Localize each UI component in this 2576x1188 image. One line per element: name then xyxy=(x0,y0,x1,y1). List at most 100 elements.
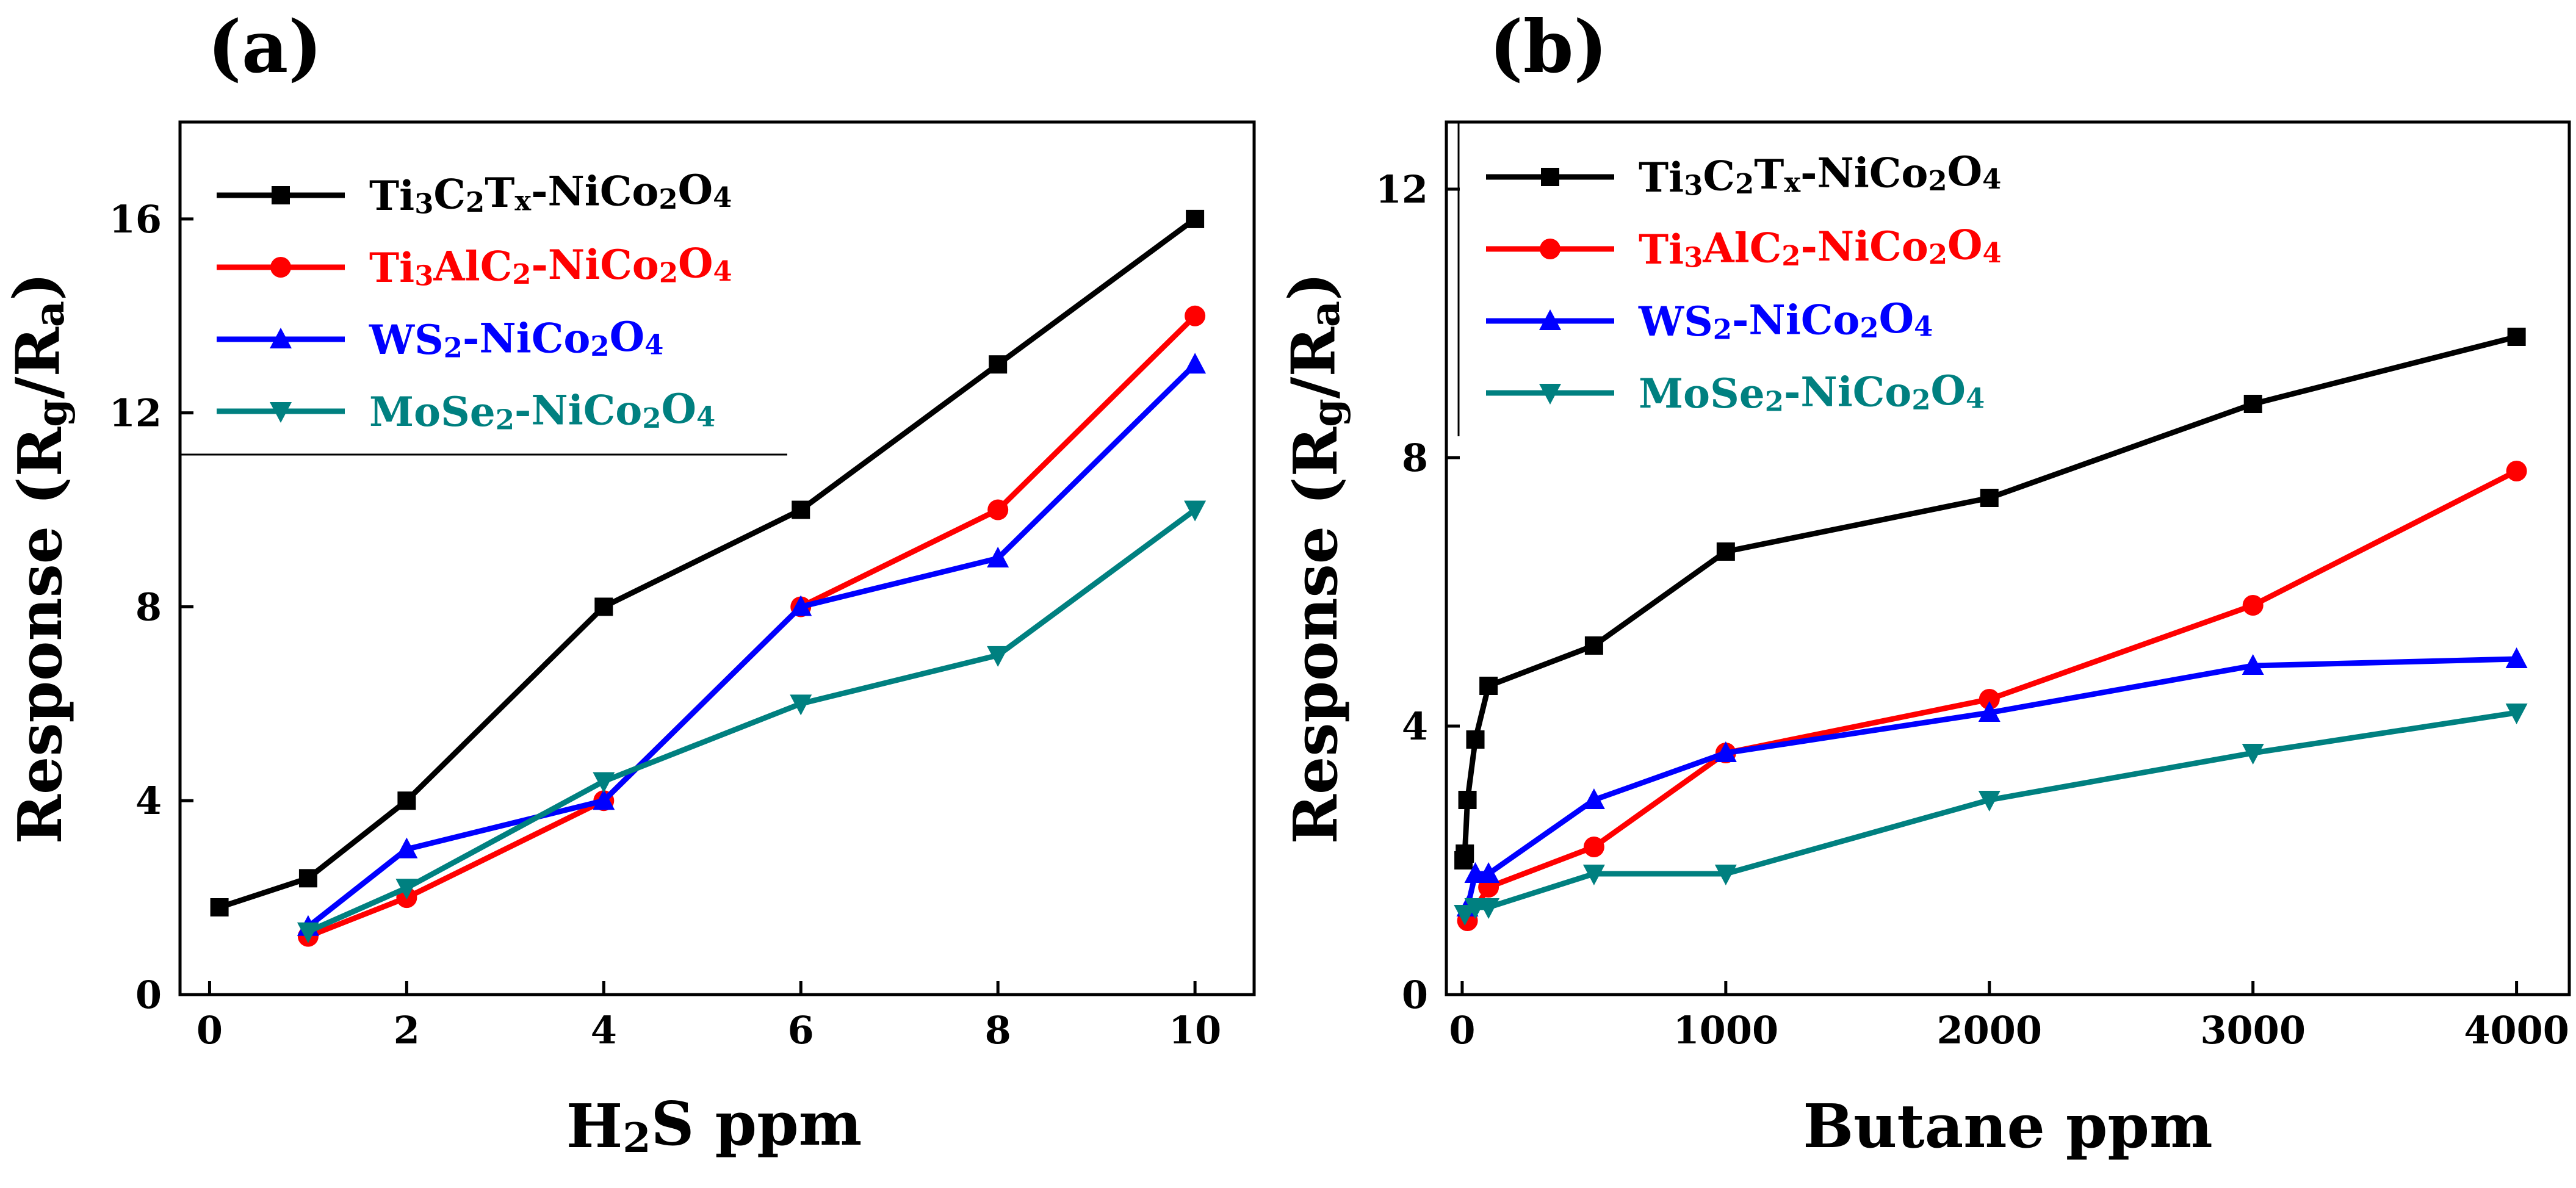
legend-label: WS2-NiCo2O4 xyxy=(369,313,663,364)
series-b-2 xyxy=(1456,647,2528,916)
data-point xyxy=(1980,489,1999,507)
x-tick-label: 8 xyxy=(985,1008,1011,1053)
data-point xyxy=(1477,862,1500,883)
legend-label: MoSe2-NiCo2O4 xyxy=(369,385,715,436)
y-tick-label: 12 xyxy=(109,391,162,436)
legend-marker xyxy=(1541,168,1559,186)
data-point xyxy=(593,789,615,810)
data-point xyxy=(1184,353,1207,374)
data-point xyxy=(2242,595,2264,616)
data-point xyxy=(1185,305,1206,326)
data-point xyxy=(395,837,418,859)
y-axis-title: Response (Rg/Ra) xyxy=(1276,273,1351,844)
legend-label: Ti3C2Tx-NiCo2O4 xyxy=(369,166,732,220)
x-axis-title: Butane ppm xyxy=(1803,1092,2212,1162)
legend-marker xyxy=(272,186,290,204)
y-tick-label: 12 xyxy=(1376,167,1428,212)
data-point xyxy=(1466,730,1485,749)
data-point xyxy=(1583,837,1604,857)
plot-frame xyxy=(1445,120,2571,996)
data-point xyxy=(1978,701,2001,722)
panel-label-b: (b) xyxy=(1489,4,1607,89)
data-point xyxy=(593,772,615,793)
data-point xyxy=(1186,209,1205,228)
legend-marker xyxy=(270,257,291,278)
data-point xyxy=(1716,542,1735,561)
data-point xyxy=(1582,865,1605,885)
x-tick-label: 0 xyxy=(1449,1008,1475,1053)
data-point xyxy=(397,791,416,810)
data-point xyxy=(2506,461,2527,481)
legend-label: WS2-NiCo2O4 xyxy=(1638,295,1933,345)
data-point xyxy=(790,595,812,616)
data-point xyxy=(987,646,1009,667)
data-point xyxy=(395,879,418,900)
x-tick-label: 4 xyxy=(591,1008,617,1053)
y-axis-title: Response (Rg/Ra) xyxy=(1,273,76,844)
data-point xyxy=(1454,905,1476,926)
data-point xyxy=(1477,898,1500,919)
data-point xyxy=(2242,654,2264,675)
series-a-0 xyxy=(210,209,1205,916)
x-tick-label: 3000 xyxy=(2200,1008,2306,1053)
y-tick-label: 8 xyxy=(1402,436,1428,480)
x-tick-label: 10 xyxy=(1169,1008,1221,1053)
legend-marker xyxy=(270,402,292,423)
data-point xyxy=(1979,689,2000,710)
data-point xyxy=(1184,500,1207,522)
legend-label: MoSe2-NiCo2O4 xyxy=(1639,367,1985,417)
series-a-3 xyxy=(297,500,1207,943)
panel-label-a: (a) xyxy=(207,4,322,89)
data-point xyxy=(1458,791,1477,809)
legend-marker xyxy=(1540,239,1560,259)
data-point xyxy=(2243,395,2262,413)
series-line xyxy=(1460,334,2517,861)
y-tick-label: 4 xyxy=(135,779,162,823)
x-tick-label: 2000 xyxy=(1936,1008,2042,1053)
data-point xyxy=(989,355,1008,374)
x-tick-label: 6 xyxy=(788,1008,814,1053)
legend-marker xyxy=(1539,309,1561,330)
data-point xyxy=(792,500,810,519)
data-point xyxy=(1582,788,1605,809)
y-tick-label: 0 xyxy=(135,973,162,1017)
data-point xyxy=(2505,704,2528,724)
data-point xyxy=(297,922,319,943)
data-point xyxy=(790,694,812,716)
data-point xyxy=(210,898,229,916)
data-point xyxy=(1714,865,1737,885)
data-point xyxy=(2242,744,2264,765)
legend-label: Ti3AlC2-NiCo2O4 xyxy=(369,239,732,292)
series-b-3 xyxy=(1454,704,2528,926)
x-tick-label: 1000 xyxy=(1673,1008,1779,1053)
data-point xyxy=(987,547,1009,567)
chart-panel-a: (a) 0 2 4 6 8 10 0 4 8 12 16 H2S ppm Response (Rg/Ra)… xyxy=(1,4,1256,1162)
x-tick-label: 0 xyxy=(197,1008,223,1053)
data-point xyxy=(2507,328,2526,346)
plot-frame xyxy=(178,120,1256,996)
series-line xyxy=(306,362,1197,929)
series-b-0 xyxy=(1454,328,2526,869)
data-point xyxy=(987,499,1009,520)
x-tick-label: 4000 xyxy=(2464,1008,2569,1053)
y-tick-label: 0 xyxy=(1402,973,1428,1017)
data-point xyxy=(594,597,613,616)
legend-marker xyxy=(270,328,292,348)
data-point xyxy=(2505,647,2528,668)
series-line xyxy=(307,507,1197,934)
y-tick-label: 4 xyxy=(1402,704,1428,749)
y-tick-label: 8 xyxy=(135,585,162,629)
legend-label: Ti3AlC2-NiCo2O4 xyxy=(1639,221,2002,273)
data-point xyxy=(1978,791,2001,812)
data-point xyxy=(298,869,317,888)
x-axis-title: H2S ppm xyxy=(566,1089,862,1162)
data-point xyxy=(1456,844,1474,863)
chart-panel-b: (b) 0 1000 2000 3000 4000 0 4 8 12 Butane ppm Respo… xyxy=(1276,4,2571,1162)
data-point xyxy=(1714,741,1737,762)
data-point xyxy=(1479,677,1498,695)
x-tick-label: 2 xyxy=(394,1008,420,1053)
legend-label: Ti3C2Tx-NiCo2O4 xyxy=(1639,148,2001,202)
y-tick-label: 16 xyxy=(109,197,162,242)
